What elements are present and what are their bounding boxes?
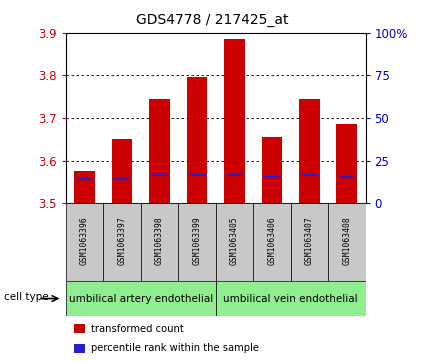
Bar (337, 125, 357, 203)
Text: GSM1063405: GSM1063405 (230, 216, 239, 265)
Bar (224, 39, 245, 203)
Bar (302, 174, 317, 176)
Bar (66, 281, 215, 316)
Bar (187, 77, 207, 203)
Text: GDS4778 / 217425_at: GDS4778 / 217425_at (136, 13, 289, 27)
Bar (339, 176, 354, 178)
Bar (215, 281, 366, 316)
Text: GSM1063399: GSM1063399 (193, 216, 201, 265)
Bar (178, 203, 215, 281)
Bar (66, 203, 103, 281)
Text: GSM1063398: GSM1063398 (155, 216, 164, 265)
Text: GSM1063396: GSM1063396 (80, 216, 89, 265)
Bar (112, 139, 132, 203)
Bar (261, 137, 282, 203)
Bar (152, 174, 167, 176)
Text: umbilical artery endothelial: umbilical artery endothelial (69, 294, 213, 303)
Bar (328, 203, 366, 281)
Text: percentile rank within the sample: percentile rank within the sample (91, 343, 258, 354)
Bar (77, 178, 92, 180)
Bar (141, 203, 178, 281)
Bar (264, 176, 280, 178)
Bar (103, 203, 141, 281)
Text: GSM1063406: GSM1063406 (267, 216, 276, 265)
Text: umbilical vein endothelial: umbilical vein endothelial (223, 294, 358, 303)
Bar (114, 178, 130, 180)
Bar (215, 203, 253, 281)
Text: transformed count: transformed count (91, 323, 183, 334)
Bar (291, 203, 328, 281)
Text: GSM1063408: GSM1063408 (342, 216, 351, 265)
Bar (149, 99, 170, 203)
Bar (227, 174, 242, 176)
Text: GSM1063397: GSM1063397 (118, 216, 127, 265)
Bar (253, 203, 291, 281)
Text: cell type: cell type (4, 292, 49, 302)
Bar (299, 99, 320, 203)
Bar (74, 171, 95, 203)
Text: GSM1063407: GSM1063407 (305, 216, 314, 265)
Bar (189, 174, 205, 176)
